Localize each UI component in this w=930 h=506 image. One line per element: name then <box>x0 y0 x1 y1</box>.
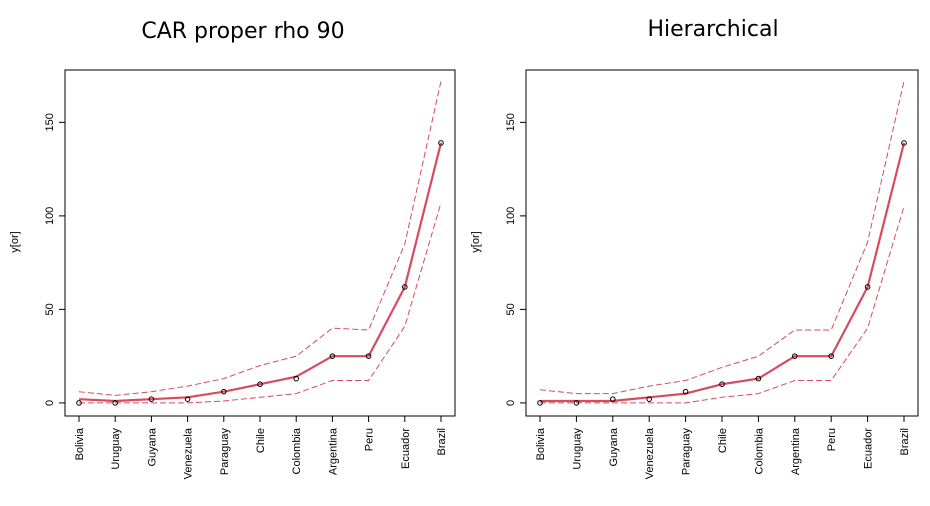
observed-point <box>573 400 580 406</box>
observed-point <box>537 400 543 406</box>
x-tick-label: Venezuela <box>183 427 195 479</box>
panel-car-proper: CAR proper rho 90 y[or] 0 50 100 150 Bolivia… <box>9 19 456 479</box>
y-tick-label: 0 <box>505 400 517 406</box>
x-tick-label: Argentina <box>790 427 802 475</box>
observed-point <box>864 284 871 290</box>
observed-point <box>329 353 336 359</box>
chart-title: Hierarchical <box>647 17 778 42</box>
observed-point <box>682 388 689 395</box>
lower-interval-line <box>540 206 905 404</box>
x-tick-label: Argentina <box>327 427 339 475</box>
x-tick-label: Guyana <box>608 427 620 466</box>
y-tick-label: 150 <box>505 113 517 131</box>
plot-frame <box>64 69 456 417</box>
observed-point <box>112 400 118 406</box>
observed-point <box>148 396 155 402</box>
observed-point <box>901 140 907 146</box>
upper-interval-line <box>78 81 442 396</box>
y-tick-label: 0 <box>44 400 56 406</box>
x-tick-label: Brazil <box>899 428 911 456</box>
y-tick-label: 150 <box>44 113 56 131</box>
x-tick-label: Paraguay <box>681 428 693 476</box>
y-tick-label: 100 <box>44 207 56 225</box>
observed-point <box>646 396 653 402</box>
x-tick-label: Guyana <box>146 427 158 466</box>
x-tick-label: Bolivia <box>74 427 86 460</box>
observed-point <box>719 381 725 388</box>
y-tick-label: 50 <box>44 303 56 315</box>
observed-point <box>792 353 798 359</box>
x-tick-label: Bolivia <box>535 427 547 460</box>
observed-point <box>293 375 300 382</box>
observed-point <box>76 400 82 406</box>
observed-point <box>184 396 191 402</box>
observed-point <box>257 381 263 388</box>
x-tick-label: Colombia <box>753 427 765 474</box>
y-tick-label: 100 <box>505 207 517 225</box>
x-tick-label: Chile <box>717 428 729 453</box>
x-tick-label: Paraguay <box>219 428 231 476</box>
observed-point <box>365 353 372 359</box>
upper-interval-line <box>539 81 905 395</box>
observed-point <box>755 375 762 382</box>
x-tick-label: Ecuador <box>863 428 875 469</box>
x-tick-label: Ecuador <box>400 428 412 469</box>
chart-title: CAR proper rho 90 <box>141 19 344 44</box>
observed-point <box>402 284 408 290</box>
x-tick-label: Colombia <box>291 427 303 474</box>
x-tick-label: Venezuela <box>644 427 656 479</box>
x-tick-label: Uruguay <box>110 428 122 470</box>
observed-point <box>438 140 444 146</box>
observed-point <box>221 388 227 395</box>
x-tick-label: Brazil <box>436 428 448 456</box>
y-axis-label: y[or] <box>470 231 482 252</box>
estimate-line <box>78 142 443 403</box>
x-tick-label: Peru <box>826 428 838 451</box>
observed-point <box>828 353 835 359</box>
plot-frame <box>525 69 919 417</box>
x-tick-label: Chile <box>255 428 267 453</box>
y-axis-label: y[or] <box>9 231 21 252</box>
observed-point <box>610 396 616 402</box>
x-tick-label: Peru <box>364 428 376 451</box>
lower-interval-line <box>79 202 442 404</box>
estimate-line <box>540 142 906 403</box>
panel-hierarchical: Hierarchical y[or] 0 50 100 150 Bolivia Urugu… <box>470 17 919 479</box>
x-tick-label: Uruguay <box>571 428 583 470</box>
y-tick-label: 50 <box>505 303 517 315</box>
